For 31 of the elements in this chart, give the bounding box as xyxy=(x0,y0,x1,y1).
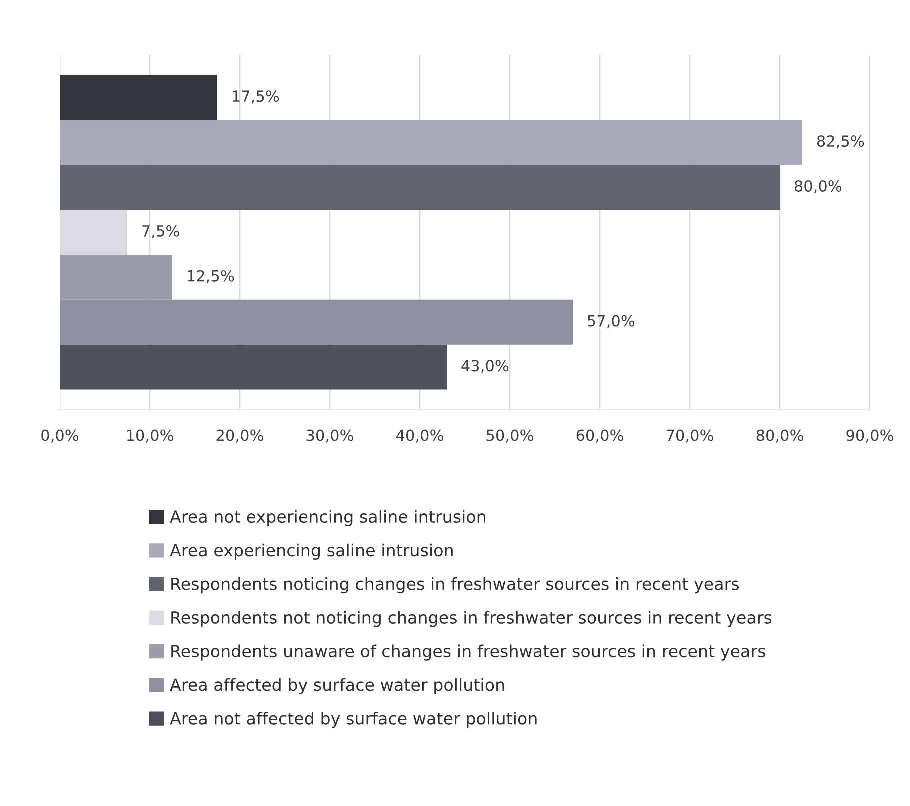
x-tick-label: 30,0% xyxy=(306,430,354,443)
x-tick-label: 0,0% xyxy=(42,430,79,443)
data-label: 80,0% xyxy=(794,180,842,194)
legend-label: Area affected by surface water pollution xyxy=(170,678,504,694)
legend-label: Area not affected by surface water pollution xyxy=(170,712,537,728)
x-tick-label: 10,0% xyxy=(127,430,174,443)
x-tick-label: 80,0% xyxy=(756,430,804,443)
bar xyxy=(60,254,172,300)
x-tick-label: 70,0% xyxy=(666,430,714,443)
data-label: 57,0% xyxy=(588,315,635,328)
data-label: 12,5% xyxy=(188,270,234,284)
data-label: 7,5% xyxy=(142,225,180,238)
x-tick-label: 50,0% xyxy=(486,430,534,443)
bar xyxy=(60,75,218,120)
x-tick-label: 90,0% xyxy=(846,430,894,443)
x-tick-label: 40,0% xyxy=(396,430,444,443)
bar xyxy=(60,210,128,255)
legend-label: Area experiencing saline intrusion xyxy=(170,544,453,560)
legend-label: Respondents not noticing changes in freshwater sources in recent years xyxy=(172,611,772,628)
data-label: 43,0% xyxy=(462,360,509,374)
legend-label: Respondents unaware of changes in freshwater sources in recent years xyxy=(172,644,766,661)
x-tick-label: 20,0% xyxy=(216,430,264,443)
x-tick-label: 60,0% xyxy=(576,430,624,443)
bar xyxy=(60,344,447,390)
legend-label: Respondents noticing changes in freshwater sources in recent years xyxy=(172,577,740,594)
data-label: 17,5% xyxy=(233,90,280,104)
bar xyxy=(60,300,573,345)
data-label: 82,5% xyxy=(817,136,864,149)
legend-label: Area not experiencing saline intrusion xyxy=(170,510,486,526)
bar xyxy=(60,120,802,166)
bar xyxy=(60,165,780,210)
